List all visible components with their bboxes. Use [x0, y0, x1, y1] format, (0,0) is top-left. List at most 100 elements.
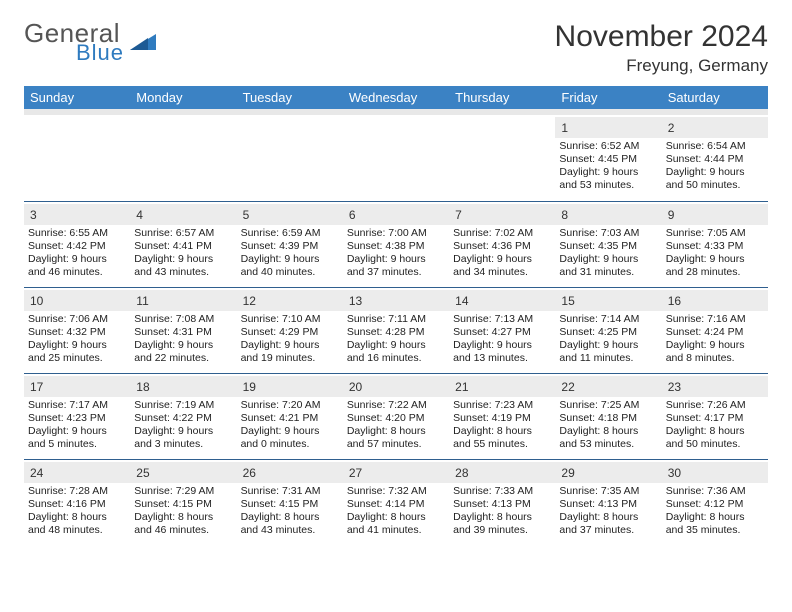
day-number-row: 2: [662, 117, 768, 138]
day-number: 3: [30, 208, 37, 222]
day-cell: 4Sunrise: 6:57 AMSunset: 4:41 PMDaylight…: [130, 201, 236, 287]
day-number-row: 18: [130, 376, 236, 397]
day-number: 18: [136, 380, 149, 394]
day-info: Sunrise: 7:29 AMSunset: 4:15 PMDaylight:…: [134, 485, 232, 538]
day-number-row: 26: [237, 462, 343, 483]
day-info: Sunrise: 7:00 AMSunset: 4:38 PMDaylight:…: [347, 227, 445, 280]
day-info: Sunrise: 7:13 AMSunset: 4:27 PMDaylight:…: [453, 313, 551, 366]
day-number-row: 25: [130, 462, 236, 483]
day-cell: 3Sunrise: 6:55 AMSunset: 4:42 PMDaylight…: [24, 201, 130, 287]
day-cell: 26Sunrise: 7:31 AMSunset: 4:15 PMDayligh…: [237, 459, 343, 545]
week-row: 1Sunrise: 6:52 AMSunset: 4:45 PMDaylight…: [24, 115, 768, 201]
day-number-row: 14: [449, 290, 555, 311]
day-cell: 24Sunrise: 7:28 AMSunset: 4:16 PMDayligh…: [24, 459, 130, 545]
day-info: Sunrise: 6:52 AMSunset: 4:45 PMDaylight:…: [559, 140, 657, 193]
day-number: 22: [561, 380, 574, 394]
day-cell: 15 Sunrise: 7:14 AMSunset: 4:25 PMDayligh…: [555, 287, 661, 373]
day-header-wed: Wednesday: [343, 86, 449, 109]
day-number-row: 22: [555, 376, 661, 397]
week-row: 3Sunrise: 6:55 AMSunset: 4:42 PMDaylight…: [24, 201, 768, 287]
day-number-row: 15: [555, 290, 661, 311]
day-info: Sunrise: 7:28 AMSunset: 4:16 PMDaylight:…: [28, 485, 126, 538]
day-info: Sunrise: 7:35 AMSunset: 4:13 PMDaylight:…: [559, 485, 657, 538]
day-info: Sunrise: 6:59 AMSunset: 4:39 PMDaylight:…: [241, 227, 339, 280]
day-number: 28: [455, 466, 468, 480]
day-number-row: 12: [237, 290, 343, 311]
day-header-fri: Friday: [555, 86, 661, 109]
title-block: November 2024 Freyung, Germany: [555, 20, 768, 76]
location: Freyung, Germany: [555, 56, 768, 76]
day-number-row: 20: [343, 376, 449, 397]
day-number: 26: [243, 466, 256, 480]
brand-logo: General Blue: [24, 20, 156, 64]
day-number: 27: [349, 466, 362, 480]
day-number-row: 13: [343, 290, 449, 311]
day-number-row: 4: [130, 204, 236, 225]
day-cell: 11Sunrise: 7:08 AMSunset: 4:31 PMDayligh…: [130, 287, 236, 373]
day-cell: 6Sunrise: 7:00 AMSunset: 4:38 PMDaylight…: [343, 201, 449, 287]
day-number: 9: [668, 208, 675, 222]
day-number: 10: [30, 294, 43, 308]
day-number-row: 27: [343, 462, 449, 483]
day-cell: 14 Sunrise: 7:13 AMSunset: 4:27 PMDayligh…: [449, 287, 555, 373]
day-number: 13: [349, 294, 362, 308]
calendar: Sunday Monday Tuesday Wednesday Thursday…: [24, 86, 768, 545]
day-number: 11: [136, 294, 148, 308]
day-number-row: 1: [555, 117, 661, 138]
empty-cell: [449, 115, 555, 201]
day-number: 7: [455, 208, 462, 222]
day-number: 2: [668, 121, 675, 135]
day-number: 21: [455, 380, 468, 394]
day-number-row: 5: [237, 204, 343, 225]
day-header-tue: Tuesday: [237, 86, 343, 109]
day-number: 19: [243, 380, 256, 394]
day-header-mon: Monday: [130, 86, 236, 109]
day-number-row: 3: [24, 204, 130, 225]
day-cell: 30Sunrise: 7:36 AMSunset: 4:12 PMDayligh…: [662, 459, 768, 545]
day-number-row: 23: [662, 376, 768, 397]
day-number: 25: [136, 466, 149, 480]
weeks-container: 1Sunrise: 6:52 AMSunset: 4:45 PMDaylight…: [24, 115, 768, 545]
day-number: 29: [561, 466, 574, 480]
day-cell: 29 Sunrise: 7:35 AMSunset: 4:13 PMDayligh…: [555, 459, 661, 545]
day-number-row: 9: [662, 204, 768, 225]
day-number: 15: [561, 294, 574, 308]
day-number: 17: [30, 380, 43, 394]
day-header-thu: Thursday: [449, 86, 555, 109]
day-info: Sunrise: 7:10 AMSunset: 4:29 PMDaylight:…: [241, 313, 339, 366]
day-number-row: 11: [130, 290, 236, 311]
empty-cell: [24, 115, 130, 201]
day-cell: 20Sunrise: 7:22 AMSunset: 4:20 PMDayligh…: [343, 373, 449, 459]
day-info: Sunrise: 7:36 AMSunset: 4:12 PMDaylight:…: [666, 485, 764, 538]
day-info: Sunrise: 7:03 AMSunset: 4:35 PMDaylight:…: [559, 227, 657, 280]
day-number-row: 24: [24, 462, 130, 483]
day-number-row: 7: [449, 204, 555, 225]
day-cell: 12 Sunrise: 7:10 AMSunset: 4:29 PMDayligh…: [237, 287, 343, 373]
empty-cell: [343, 115, 449, 201]
day-info: Sunrise: 7:11 AMSunset: 4:28 PMDaylight:…: [347, 313, 445, 366]
day-cell: 9Sunrise: 7:05 AMSunset: 4:33 PMDaylight…: [662, 201, 768, 287]
day-cell: 16Sunrise: 7:16 AMSunset: 4:24 PMDayligh…: [662, 287, 768, 373]
day-info: Sunrise: 7:33 AMSunset: 4:13 PMDaylight:…: [453, 485, 551, 538]
day-cell: 8Sunrise: 7:03 AMSunset: 4:35 PMDaylight…: [555, 201, 661, 287]
day-number-row: 19: [237, 376, 343, 397]
day-cell: 18 Sunrise: 7:19 AMSunset: 4:22 PMDayligh…: [130, 373, 236, 459]
day-cell: 2Sunrise: 6:54 AMSunset: 4:44 PMDaylight…: [662, 115, 768, 201]
brand-text: General Blue: [24, 20, 124, 64]
day-cell: 7 Sunrise: 7:02 AMSunset: 4:36 PMDaylight…: [449, 201, 555, 287]
day-info: Sunrise: 7:19 AMSunset: 4:22 PMDaylight:…: [134, 399, 232, 452]
day-cell: 25 Sunrise: 7:29 AMSunset: 4:15 PMDayligh…: [130, 459, 236, 545]
month-title: November 2024: [555, 20, 768, 54]
day-number-row: 30: [662, 462, 768, 483]
day-number-row: 29: [555, 462, 661, 483]
day-number: 12: [243, 294, 256, 308]
day-info: Sunrise: 7:25 AMSunset: 4:18 PMDaylight:…: [559, 399, 657, 452]
week-row: 24Sunrise: 7:28 AMSunset: 4:16 PMDayligh…: [24, 459, 768, 545]
day-info: Sunrise: 7:02 AMSunset: 4:36 PMDaylight:…: [453, 227, 551, 280]
empty-cell: [237, 115, 343, 201]
day-number: 14: [455, 294, 468, 308]
day-number-row: 17: [24, 376, 130, 397]
day-header-sun: Sunday: [24, 86, 130, 109]
day-info: Sunrise: 7:16 AMSunset: 4:24 PMDaylight:…: [666, 313, 764, 366]
day-info: Sunrise: 7:14 AMSunset: 4:25 PMDaylight:…: [559, 313, 657, 366]
